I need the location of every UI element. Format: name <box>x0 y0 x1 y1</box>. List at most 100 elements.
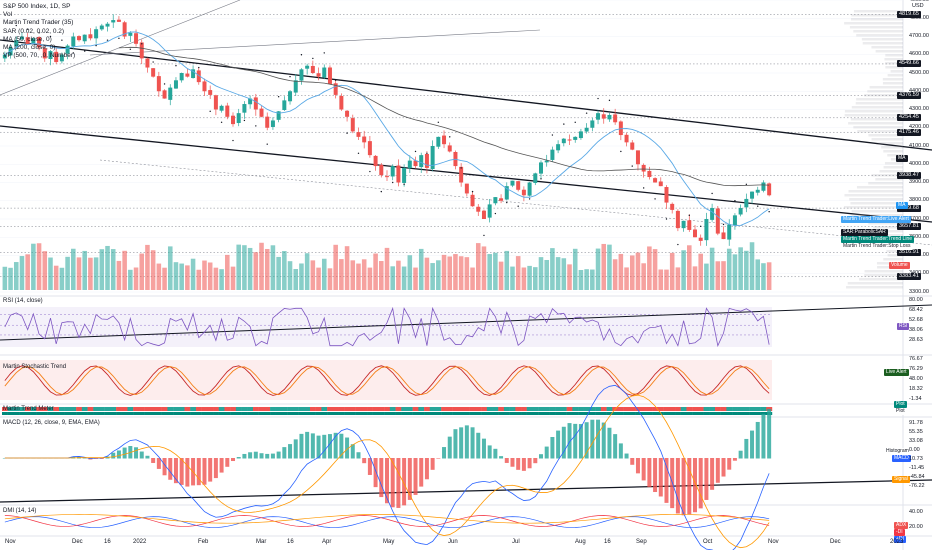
sar-dot <box>312 57 314 60</box>
volume-bar <box>287 261 293 290</box>
sar-dot <box>688 214 690 217</box>
indicator-vol[interactable]: Vol <box>3 11 13 19</box>
time-tick: May <box>383 539 395 545</box>
volume-bar <box>475 243 481 290</box>
sar-dot <box>574 121 576 123</box>
vp-bar <box>867 90 903 93</box>
candle <box>664 187 669 203</box>
trend-cell <box>389 407 396 411</box>
right-label-macd: MACD <box>892 455 911 462</box>
volume-bar <box>624 267 629 290</box>
price-tick: 3900.00 <box>909 179 929 185</box>
candle <box>42 48 47 59</box>
histogram-bar <box>213 458 218 479</box>
trend-cell <box>549 407 556 411</box>
trend-cell <box>292 412 299 415</box>
candle <box>282 100 287 110</box>
trend-cell <box>515 412 522 415</box>
sar-dot <box>72 52 74 54</box>
vp-bar <box>887 74 903 77</box>
candle <box>635 150 640 165</box>
histogram-bar <box>710 458 715 490</box>
histogram-bar <box>413 458 418 495</box>
dmi-pane-title[interactable]: DMI (14, 14) <box>3 508 37 514</box>
histogram-bar <box>544 446 549 459</box>
symbol-title[interactable]: S&P 500 Index, 1D, SP <box>3 3 71 10</box>
volume-bar <box>533 267 538 290</box>
vp-bar <box>847 282 903 285</box>
trend-cell <box>104 412 111 415</box>
trend-cell <box>121 412 128 415</box>
trend-cell <box>458 407 465 411</box>
currency-label: USD <box>912 3 924 9</box>
histogram-bar <box>476 432 481 459</box>
volume-bar <box>572 248 578 290</box>
macd_axis-tick: 10.73 <box>909 456 923 462</box>
trend-cell <box>452 407 459 411</box>
trend-cell <box>104 407 111 411</box>
trend-cell <box>178 412 185 415</box>
trend-cell <box>578 407 584 411</box>
sar-dots <box>4 24 770 246</box>
histogram-bar <box>305 431 310 459</box>
indicator-sar[interactable]: SAR (0.02, 0.02, 0.2) <box>3 27 65 35</box>
trend-cell <box>64 407 71 411</box>
rsi_axis-tick: 68.42 <box>909 307 923 313</box>
candle <box>345 110 350 117</box>
vp-bar <box>883 150 903 153</box>
histogram-bar <box>704 458 709 500</box>
trend-cell <box>429 412 436 415</box>
candle <box>19 36 24 40</box>
candle <box>607 114 612 120</box>
trend-cell <box>606 407 613 411</box>
trend-cell <box>760 407 767 411</box>
macd-pane-title[interactable]: MACD (12, 26, close, 9, EMA, EMA) <box>3 420 100 426</box>
trend-cell <box>401 407 408 411</box>
trend-cell <box>692 407 699 411</box>
right-label-live-alert: Martin Trend Trader:Live Alert <box>841 216 911 223</box>
candle <box>77 36 81 41</box>
rsi-pane-title[interactable]: RSI (14, close) <box>3 298 43 304</box>
volume-bar <box>122 250 127 290</box>
price-tick: 3400.00 <box>909 270 929 276</box>
sar-dot <box>175 65 177 67</box>
volume-bar <box>544 259 549 290</box>
volume-bar <box>550 248 555 290</box>
volume-bar <box>361 259 367 290</box>
candle <box>573 136 578 140</box>
trend-cell <box>281 412 288 415</box>
sar-dot <box>426 152 428 154</box>
trend-cell <box>310 407 316 411</box>
trend-cell <box>384 407 391 411</box>
stoch-pane-title[interactable]: Martin Stochastic Trend <box>3 364 67 370</box>
trend-cell <box>418 412 425 415</box>
dmi-plus-line <box>4 516 770 528</box>
volume-bar <box>647 246 652 290</box>
indicator-vp[interactable]: VP (500, 70, ,0, Number) <box>3 52 76 60</box>
trend-cell <box>395 407 402 411</box>
sar-dot <box>334 79 337 82</box>
volume-bar <box>185 265 190 290</box>
indicator-trend-trader[interactable]: Martin Trend Trader (35) <box>3 19 74 27</box>
price-level-tag: 3657.81 <box>897 223 921 231</box>
vp-bar <box>844 194 903 197</box>
indicator-ma50[interactable]: MA (50, close, 0) <box>3 35 52 43</box>
trend-meter-title[interactable]: Martin Trend Meter <box>3 406 54 412</box>
trend-cell <box>583 407 590 411</box>
trend-cell <box>144 412 151 415</box>
histogram-bar <box>573 423 578 459</box>
volume-bar <box>2 266 8 290</box>
trend-cell <box>81 412 88 415</box>
trendlines <box>0 0 932 503</box>
candle <box>407 160 412 169</box>
histogram-bar <box>687 458 692 515</box>
trend-cell <box>709 407 716 411</box>
trend-cell <box>36 412 43 415</box>
volume-bar <box>316 267 321 290</box>
trend-cell <box>629 412 636 415</box>
trend-cell <box>669 407 676 411</box>
indicator-ma200[interactable]: MA (200, close, 0) <box>3 44 56 52</box>
channel-line-2 <box>89 29 541 56</box>
trend-cell <box>486 407 493 411</box>
